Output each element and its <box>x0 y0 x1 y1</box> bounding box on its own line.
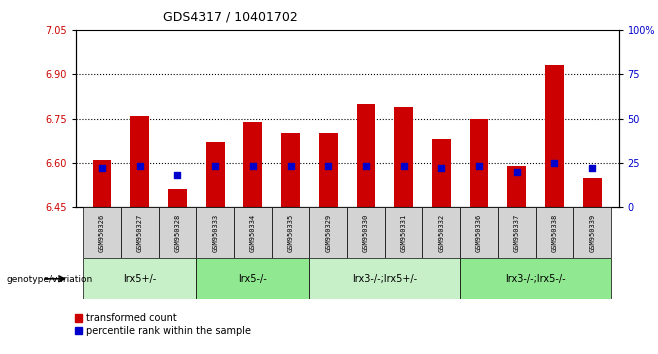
Point <box>587 165 597 171</box>
Text: GSM950328: GSM950328 <box>174 213 180 252</box>
Bar <box>394 107 413 207</box>
Text: GSM950326: GSM950326 <box>99 213 105 252</box>
Bar <box>121 207 159 258</box>
Bar <box>573 207 611 258</box>
Bar <box>206 142 224 207</box>
Bar <box>422 207 460 258</box>
Bar <box>281 133 300 207</box>
Text: GSM950330: GSM950330 <box>363 213 369 252</box>
Point <box>436 165 447 171</box>
Point <box>172 172 183 178</box>
Text: GSM950338: GSM950338 <box>551 213 557 252</box>
Text: GSM950334: GSM950334 <box>250 213 256 252</box>
Point <box>134 164 145 169</box>
Bar <box>498 207 536 258</box>
Point <box>398 164 409 169</box>
Text: lrx5-/-: lrx5-/- <box>238 274 267 284</box>
Bar <box>234 207 272 258</box>
Bar <box>130 116 149 207</box>
Bar <box>196 258 309 299</box>
Point <box>286 164 296 169</box>
Point <box>474 164 484 169</box>
Point <box>511 169 522 175</box>
Text: GSM950329: GSM950329 <box>325 213 331 252</box>
Bar <box>196 207 234 258</box>
Text: GSM950336: GSM950336 <box>476 213 482 252</box>
Bar <box>319 133 338 207</box>
Bar <box>460 207 498 258</box>
Text: genotype/variation: genotype/variation <box>7 275 93 284</box>
Bar <box>159 207 196 258</box>
Text: lrx5+/-: lrx5+/- <box>123 274 157 284</box>
Bar <box>432 139 451 207</box>
Text: GSM950337: GSM950337 <box>514 213 520 252</box>
Bar <box>309 258 460 299</box>
Bar <box>83 258 196 299</box>
Point <box>210 164 220 169</box>
Point <box>549 160 560 166</box>
Bar <box>470 119 488 207</box>
Text: lrx3-/-;lrx5+/-: lrx3-/-;lrx5+/- <box>352 274 417 284</box>
Text: GSM950327: GSM950327 <box>137 213 143 252</box>
Text: lrx3-/-;lrx5-/-: lrx3-/-;lrx5-/- <box>505 274 566 284</box>
Bar <box>357 104 375 207</box>
Bar <box>272 207 309 258</box>
Bar <box>507 166 526 207</box>
Bar <box>583 178 601 207</box>
Bar <box>93 160 111 207</box>
Bar <box>460 258 611 299</box>
Bar <box>83 207 121 258</box>
Bar <box>545 65 564 207</box>
Point <box>97 165 107 171</box>
Bar <box>168 189 187 207</box>
Bar <box>243 121 263 207</box>
Text: GSM950339: GSM950339 <box>589 213 595 252</box>
Point <box>247 164 258 169</box>
Text: GSM950331: GSM950331 <box>401 213 407 252</box>
Legend: transformed count, percentile rank within the sample: transformed count, percentile rank withi… <box>70 309 255 340</box>
Bar <box>536 207 573 258</box>
Bar <box>309 207 347 258</box>
Text: GSM950333: GSM950333 <box>212 213 218 252</box>
Bar <box>347 207 385 258</box>
Point <box>361 164 371 169</box>
Point <box>323 164 334 169</box>
Bar <box>385 207 422 258</box>
Text: GDS4317 / 10401702: GDS4317 / 10401702 <box>163 11 297 24</box>
Text: GSM950335: GSM950335 <box>288 213 293 252</box>
Text: GSM950332: GSM950332 <box>438 213 444 252</box>
